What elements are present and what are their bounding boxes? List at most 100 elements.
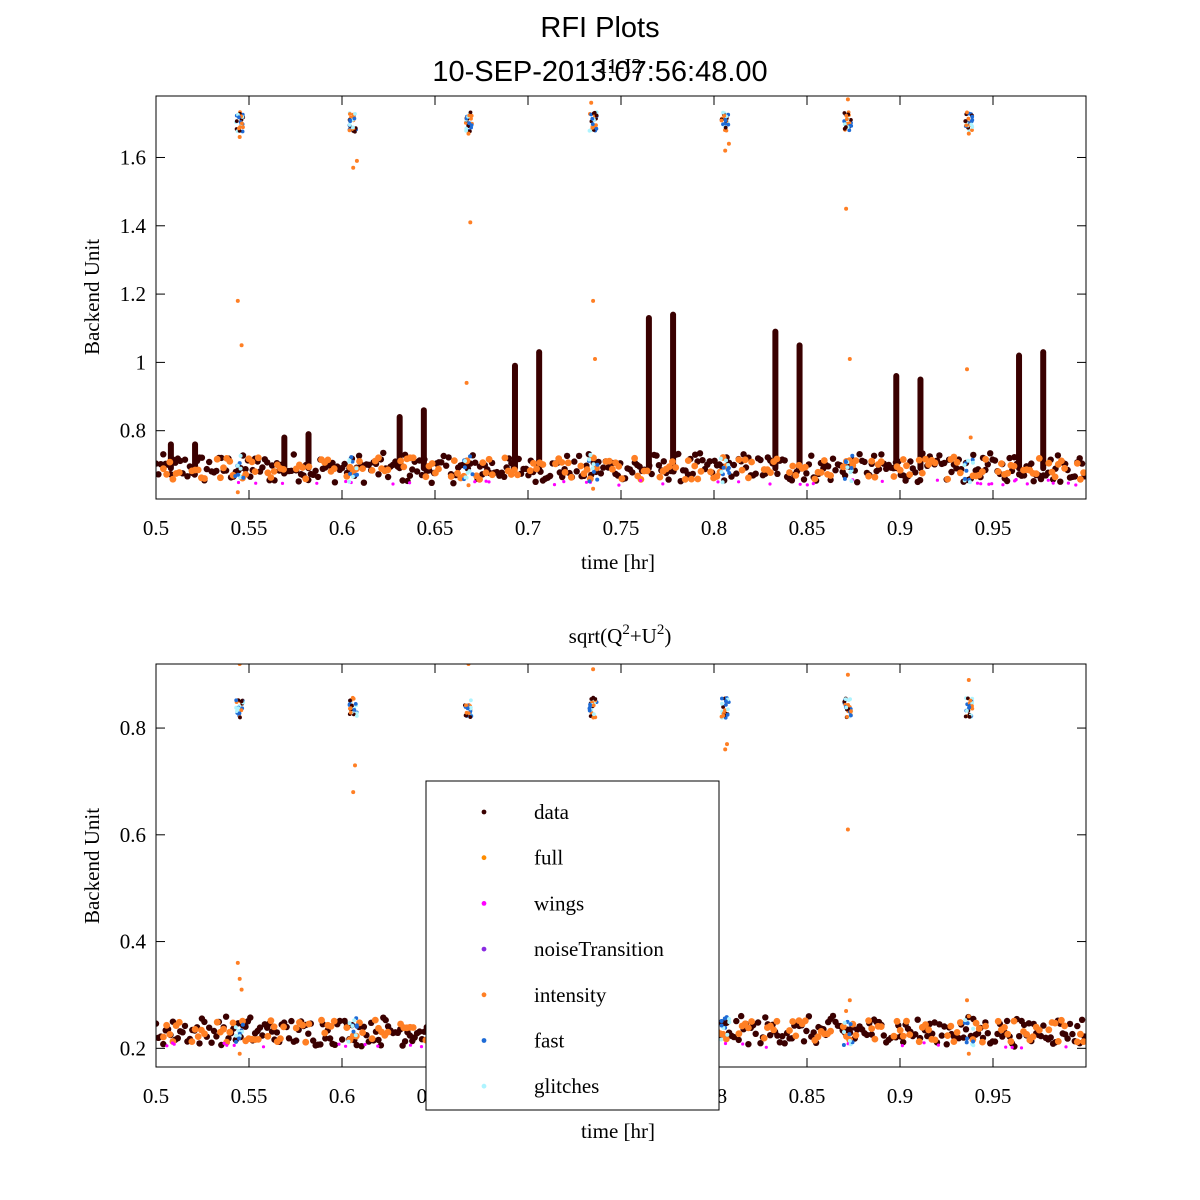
intensity-point bbox=[814, 1033, 822, 1041]
data-point bbox=[331, 1041, 339, 1049]
cal-point bbox=[348, 118, 352, 122]
intensity-point bbox=[915, 1038, 923, 1046]
cal-point bbox=[844, 113, 849, 118]
intensity-point bbox=[868, 1025, 876, 1032]
data-point bbox=[953, 465, 960, 472]
intensity-point bbox=[324, 456, 332, 464]
data-point bbox=[665, 476, 672, 483]
cal-point bbox=[964, 123, 969, 128]
wings-point bbox=[236, 480, 241, 485]
glitch-point bbox=[842, 476, 847, 481]
data-point bbox=[322, 1035, 329, 1042]
intensity-point bbox=[1077, 475, 1084, 483]
data-point bbox=[936, 452, 943, 459]
glitch-point bbox=[719, 1023, 724, 1028]
cal-point bbox=[724, 703, 728, 707]
cal-point bbox=[354, 714, 359, 718]
data-point bbox=[546, 472, 554, 480]
y-tick-label: 1 bbox=[136, 350, 147, 374]
cal-point bbox=[592, 110, 597, 115]
data-point bbox=[160, 1040, 167, 1048]
data-point bbox=[208, 1039, 215, 1046]
data-point bbox=[428, 479, 435, 486]
cal-point bbox=[594, 123, 598, 128]
intensity-point bbox=[839, 463, 847, 471]
intensity-point bbox=[330, 1017, 338, 1025]
intensity-point bbox=[906, 1031, 914, 1038]
intensity-point bbox=[1061, 1022, 1068, 1030]
data-point bbox=[293, 1037, 300, 1044]
intensity-point bbox=[618, 475, 626, 482]
intensity-point bbox=[666, 463, 673, 470]
intensity-point bbox=[975, 1025, 983, 1032]
data-point bbox=[222, 1013, 230, 1020]
data-point bbox=[781, 457, 788, 464]
x-tick-label: 0.9 bbox=[887, 1084, 913, 1108]
outlier-point bbox=[237, 1051, 242, 1056]
x-tick-label: 0.75 bbox=[603, 516, 640, 540]
data-point bbox=[856, 451, 863, 458]
cal-point bbox=[588, 703, 592, 707]
outlier-point bbox=[591, 667, 596, 672]
intensity-point bbox=[533, 465, 540, 473]
data-point bbox=[443, 462, 450, 469]
data-point bbox=[242, 466, 249, 473]
intensity-point bbox=[899, 1032, 907, 1040]
wings-point bbox=[1019, 1046, 1024, 1050]
intensity-point bbox=[906, 471, 914, 478]
legend-marker-noiseTransition bbox=[481, 946, 487, 952]
y-tick-label: 0.2 bbox=[120, 1036, 146, 1060]
legend-label-data: data bbox=[534, 800, 570, 824]
data-point bbox=[931, 1019, 938, 1026]
cal-point bbox=[594, 113, 599, 118]
intensity-point bbox=[213, 1018, 221, 1026]
intensity-point bbox=[409, 454, 417, 462]
cal-point bbox=[970, 128, 974, 133]
outlier-point bbox=[847, 357, 852, 361]
data-point bbox=[273, 1029, 281, 1036]
cal-point bbox=[594, 126, 599, 131]
intensity-point bbox=[577, 462, 585, 470]
y-tick-label: 0.8 bbox=[120, 716, 146, 740]
glitch-point bbox=[965, 1036, 969, 1041]
data-point bbox=[563, 452, 571, 460]
intensity-point bbox=[166, 458, 174, 466]
data-point bbox=[841, 472, 849, 479]
data-point bbox=[863, 1031, 871, 1039]
intensity-point bbox=[684, 457, 692, 464]
data-point bbox=[740, 451, 747, 458]
legend-label-wings: wings bbox=[534, 891, 584, 915]
intensity-point bbox=[697, 468, 705, 475]
data-point bbox=[259, 464, 266, 471]
intensity-point bbox=[707, 468, 714, 476]
intensity-point bbox=[280, 466, 287, 473]
cal-point bbox=[239, 708, 244, 713]
intensity-point bbox=[583, 466, 591, 473]
data-point bbox=[413, 468, 421, 475]
glitch-point bbox=[725, 1032, 730, 1037]
cal-point bbox=[237, 126, 241, 131]
glitch-point bbox=[347, 479, 352, 484]
data-point bbox=[445, 454, 452, 461]
data-point bbox=[800, 476, 808, 483]
intensity-point bbox=[488, 471, 496, 479]
intensity-point bbox=[1010, 1017, 1018, 1025]
data-point bbox=[803, 1027, 810, 1035]
wings-point bbox=[979, 482, 983, 486]
outlier-point bbox=[726, 141, 731, 146]
glitch-point bbox=[970, 457, 975, 462]
intensity-point bbox=[609, 465, 616, 473]
cal-point bbox=[726, 122, 731, 127]
data-point bbox=[177, 457, 184, 465]
cal-point bbox=[723, 125, 728, 130]
data-point bbox=[438, 459, 445, 466]
legend-label-fast: fast bbox=[534, 1029, 564, 1053]
outlier-point bbox=[845, 672, 850, 677]
cal-point bbox=[348, 112, 352, 116]
intensity-point bbox=[530, 459, 537, 467]
data-point bbox=[912, 1031, 919, 1038]
intensity-point bbox=[1045, 1026, 1053, 1034]
cal-point bbox=[967, 705, 972, 709]
intensity-point bbox=[656, 473, 664, 481]
glitch-point bbox=[850, 453, 855, 458]
